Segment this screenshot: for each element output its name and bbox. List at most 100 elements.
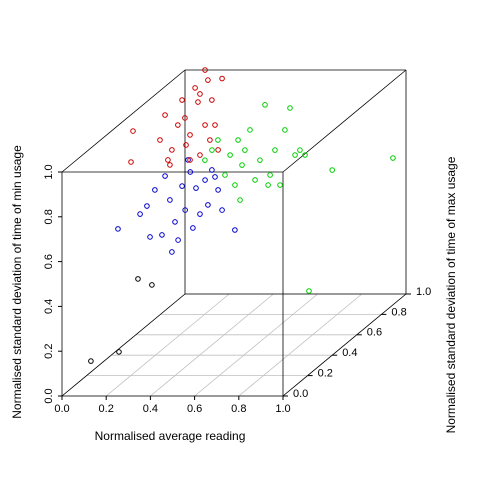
x-tick-label: 0.8 [231,403,246,415]
y-tick-label: 1.0 [416,286,431,298]
point [207,137,213,143]
point [187,169,194,175]
point [252,177,258,183]
point [183,142,189,148]
point [187,132,193,138]
point [219,207,225,213]
point [222,172,228,178]
point [169,147,175,153]
point [182,115,188,121]
grid-line [238,293,363,397]
point [165,157,171,163]
point [205,77,211,83]
point [329,167,335,173]
point [209,147,215,153]
z-tick-label: 0.2 [43,344,55,359]
point [282,127,288,133]
point [115,226,121,232]
x-tick-label: 0.6 [187,403,202,415]
point [195,99,201,105]
point [144,203,150,209]
point [232,182,238,188]
point [137,211,143,217]
point [247,127,253,133]
point [232,227,238,233]
z-tick-label: 1.0 [43,164,55,179]
point [209,167,215,173]
point [262,102,268,108]
point [157,137,163,143]
z-tick-label: 0.6 [43,254,55,269]
point [167,197,173,203]
point [202,122,208,128]
grid-line [194,293,318,397]
point [88,358,94,364]
point [116,349,122,355]
point [185,157,191,163]
point [149,282,155,288]
point [205,202,211,208]
x-axis-title: Normalised average reading [95,429,246,443]
point [215,147,221,153]
box-edge [61,69,186,173]
point [179,97,185,103]
y-tick-label: 0.6 [367,327,382,339]
z-tick-label: 0.4 [43,299,55,314]
point [297,147,303,153]
point [239,162,245,168]
point [209,97,215,103]
point [182,207,188,213]
point [197,152,203,158]
z-tick-label: 0.8 [43,209,55,224]
point [390,155,396,161]
point [257,157,263,163]
point [202,177,208,183]
point [135,276,141,282]
point [215,137,221,143]
point [187,157,193,163]
point [277,182,283,188]
point [162,173,168,179]
point [190,225,196,231]
point [235,137,241,143]
z-tick-label: 0.0 [43,388,55,403]
grid-line [150,293,274,397]
point [159,232,165,238]
x-tick-label: 1.0 [275,403,290,415]
point [162,112,168,118]
grid-line [105,293,230,397]
y-tick-label: 0.0 [293,388,308,400]
point [179,183,185,189]
y-tick-label: 0.8 [391,306,406,318]
box-edge [61,293,186,397]
point [192,85,198,91]
point [197,91,203,97]
point [128,159,134,165]
point [219,75,225,82]
point [172,219,178,225]
point [152,187,158,193]
point [227,152,233,158]
x-tick-label: 0.4 [143,403,158,415]
point [175,237,181,243]
point [193,185,199,191]
x-tick-label: 0.2 [99,403,114,415]
point [267,172,273,178]
point [167,162,173,168]
point [130,128,136,134]
y-axis-title: Normalised standard deviation of time of… [444,156,458,433]
point [175,122,181,128]
y-tick-label: 0.2 [318,368,333,380]
y-tick-label: 0.4 [342,347,357,359]
point [287,105,293,111]
point [302,152,308,158]
point [212,122,218,128]
point [197,211,203,217]
point [265,182,271,188]
z-axis-title: Normalised standard deviation of time of… [10,145,24,419]
point [202,67,208,73]
point [272,147,278,153]
point [237,197,243,203]
point [169,249,175,255]
